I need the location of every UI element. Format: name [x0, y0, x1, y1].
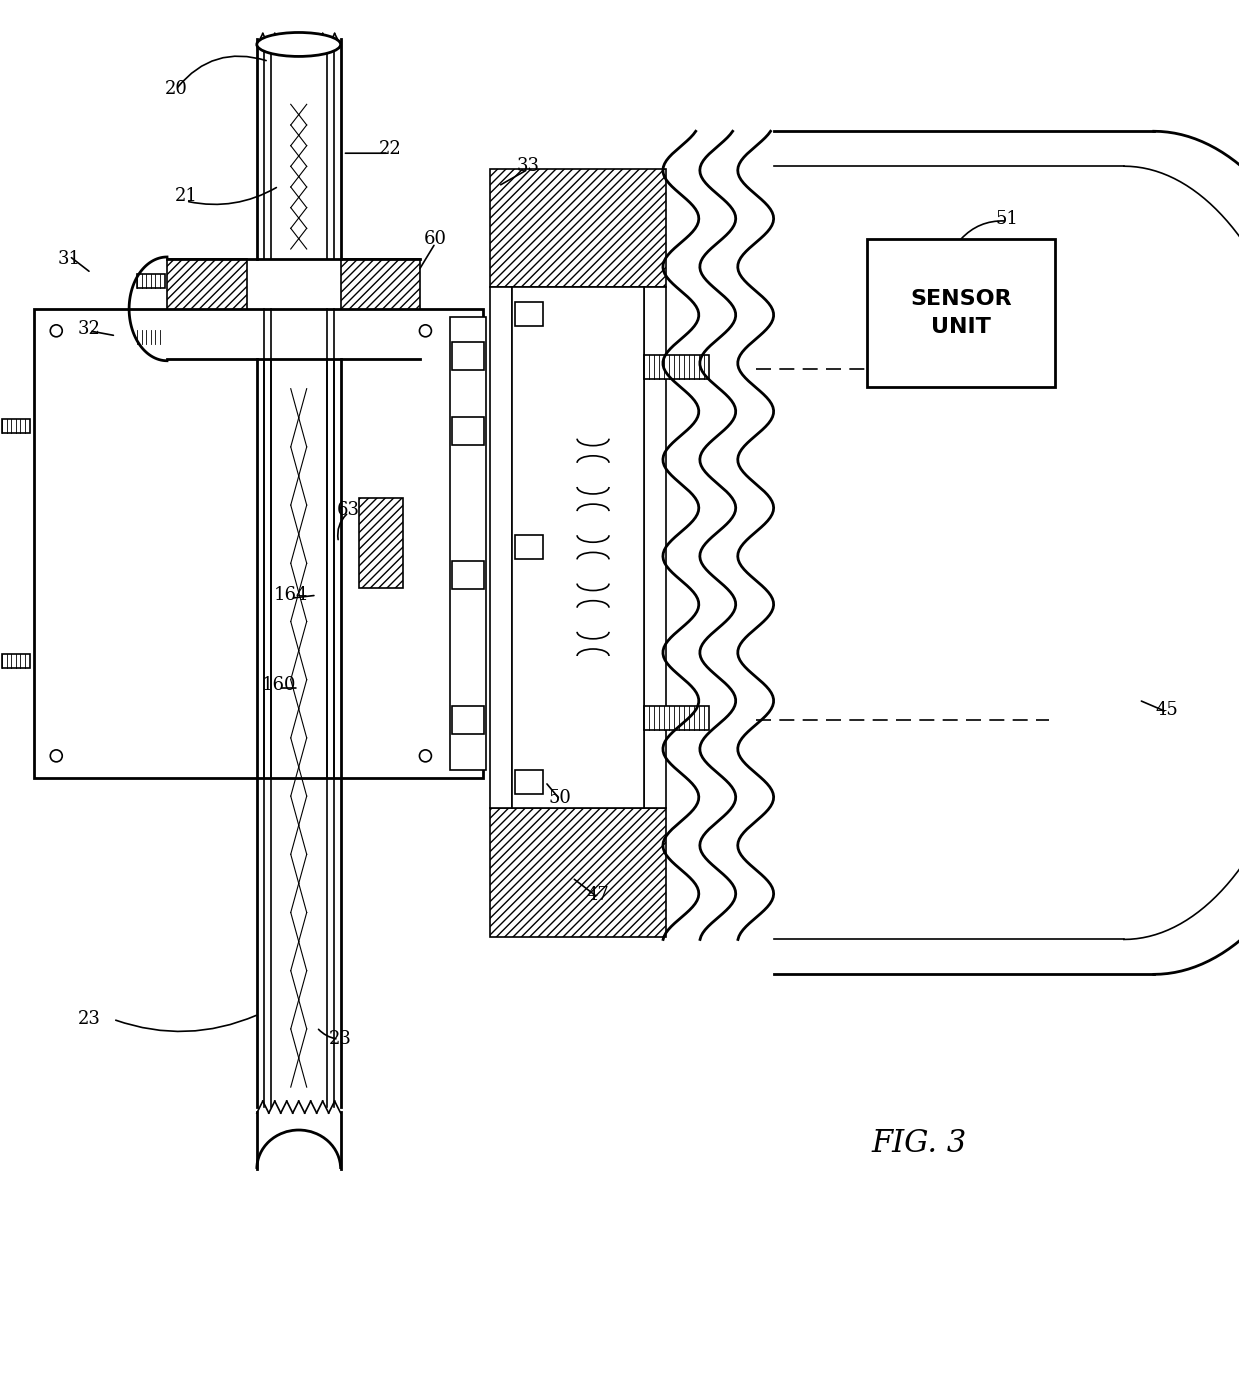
Bar [868, 238, 1055, 387]
Circle shape [419, 750, 432, 762]
Text: 32: 32 [78, 320, 100, 338]
Bar [453, 705, 485, 735]
Bar [490, 169, 666, 287]
Bar [35, 309, 484, 778]
Bar [516, 535, 543, 560]
Text: 47: 47 [587, 886, 609, 904]
Circle shape [419, 324, 432, 337]
Text: 23: 23 [78, 1010, 100, 1028]
Text: SENSOR: SENSOR [910, 288, 1012, 309]
Text: 63: 63 [337, 502, 360, 520]
Bar [453, 561, 485, 589]
Bar [138, 274, 165, 288]
Bar [453, 342, 485, 370]
Text: 51: 51 [996, 211, 1018, 229]
Text: 50: 50 [548, 789, 572, 807]
Bar [644, 705, 709, 730]
Bar [644, 287, 666, 808]
Bar [450, 317, 486, 769]
Text: 22: 22 [379, 140, 402, 158]
Bar [138, 330, 165, 344]
Text: FIG. 3: FIG. 3 [872, 1128, 967, 1160]
Bar [341, 259, 420, 359]
Text: UNIT: UNIT [931, 317, 991, 337]
Bar [453, 417, 485, 445]
Ellipse shape [257, 32, 341, 57]
Bar [490, 287, 512, 808]
Bar [167, 259, 247, 359]
Text: 20: 20 [165, 80, 187, 98]
Bar [2, 654, 30, 668]
Bar [516, 302, 543, 326]
Bar [2, 419, 30, 432]
Bar [644, 355, 709, 378]
Text: 33: 33 [517, 157, 539, 175]
Text: 164: 164 [274, 586, 308, 604]
Bar [512, 287, 644, 808]
Text: 21: 21 [175, 187, 197, 205]
Bar [516, 769, 543, 794]
Text: 45: 45 [1156, 701, 1178, 719]
Text: 160: 160 [262, 676, 296, 694]
Text: 23: 23 [329, 1030, 352, 1048]
Bar [358, 499, 403, 588]
Circle shape [51, 324, 62, 337]
Text: 31: 31 [58, 249, 81, 267]
Bar [490, 808, 666, 937]
Text: 60: 60 [424, 230, 446, 248]
Circle shape [51, 750, 62, 762]
